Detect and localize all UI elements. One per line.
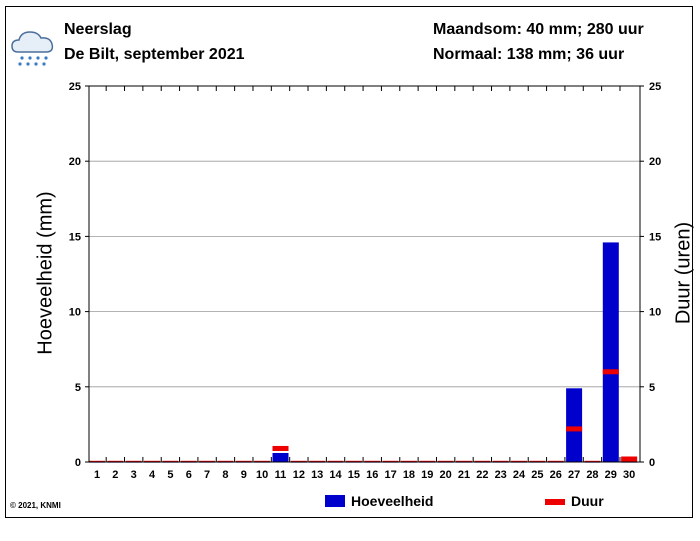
bar (272, 452, 289, 462)
duur-marker (290, 460, 307, 462)
x-tick-label: 1 (94, 469, 100, 481)
x-tick-label: 5 (167, 469, 173, 481)
x-tick-label: 22 (476, 469, 488, 481)
duur-marker (511, 460, 528, 462)
y-tick-label: 0 (75, 457, 81, 469)
x-tick-label: 11 (275, 469, 287, 481)
legend-label-hoeveelheid: Hoeveelheid (351, 493, 433, 509)
duur-marker (492, 460, 509, 462)
duur-marker (400, 460, 417, 462)
normal-text: Normaal: 138 mm; 36 uur (433, 46, 625, 63)
y2-tick-label: 15 (649, 231, 661, 243)
x-tick-label: 20 (440, 469, 452, 481)
y2-tick-label: 0 (649, 457, 655, 469)
x-tick-label: 3 (131, 469, 137, 481)
duur-marker (437, 460, 454, 462)
duur-marker (217, 460, 234, 462)
x-tick-label: 15 (348, 469, 360, 481)
x-tick-label: 14 (329, 469, 342, 481)
y-tick-label: 20 (69, 156, 81, 168)
chart-frame (5, 6, 693, 518)
bar (566, 388, 583, 462)
duur-marker (144, 460, 161, 462)
duur-marker (89, 460, 105, 462)
duur-marker (621, 456, 638, 462)
x-tick-label: 6 (186, 469, 192, 481)
x-tick-label: 18 (403, 469, 415, 481)
x-tick-label: 30 (623, 469, 635, 481)
x-tick-label: 12 (293, 469, 305, 481)
x-tick-label: 9 (241, 469, 247, 481)
month-sum-text: Maandsom: 40 mm; 280 uur (433, 21, 644, 38)
legend-swatch-hoeveelheid (325, 495, 345, 507)
duur-marker (566, 426, 583, 432)
legend-swatch-duur (545, 499, 565, 505)
duur-marker (327, 460, 344, 462)
bar (602, 242, 619, 462)
duur-marker (309, 460, 326, 462)
x-tick-label: 29 (605, 469, 617, 481)
y2-tick-label: 10 (649, 307, 661, 319)
y2-tick-label: 5 (649, 382, 655, 394)
duur-marker (584, 460, 601, 462)
rain-cloud-icon (11, 31, 54, 66)
x-tick-label: 8 (222, 469, 228, 481)
x-tick-label: 28 (586, 469, 598, 481)
x-tick-label: 24 (513, 469, 526, 481)
copyright-text: © 2021, KNMI (10, 501, 61, 510)
x-tick-label: 13 (311, 469, 323, 481)
y-tick-label: 5 (75, 382, 81, 394)
x-tick-label: 23 (495, 469, 507, 481)
x-tick-label: 26 (550, 469, 562, 481)
duur-marker (419, 460, 436, 462)
duur-marker (364, 460, 381, 462)
x-tick-label: 10 (256, 469, 268, 481)
duur-marker (547, 460, 564, 462)
x-tick-label: 25 (531, 469, 543, 481)
x-tick-label: 19 (421, 469, 433, 481)
duur-marker (162, 460, 179, 462)
y2-tick-label: 25 (649, 81, 661, 93)
x-tick-label: 21 (458, 469, 470, 481)
duur-marker (254, 460, 271, 462)
duur-marker (345, 460, 362, 462)
y-tick-label: 25 (69, 81, 81, 93)
legend-label-duur: Duur (571, 493, 604, 509)
duur-marker (180, 460, 197, 462)
x-tick-label: 17 (384, 469, 396, 481)
duur-marker (199, 460, 216, 462)
y2-tick-label: 20 (649, 156, 661, 168)
x-tick-label: 4 (149, 469, 156, 481)
chart-title: Neerslag (64, 21, 132, 38)
x-tick-label: 27 (568, 469, 580, 481)
x-tick-label: 16 (366, 469, 378, 481)
duur-marker (382, 460, 399, 462)
x-tick-label: 7 (204, 469, 210, 481)
duur-marker (272, 445, 289, 451)
duur-marker (107, 460, 124, 462)
duur-marker (602, 369, 619, 375)
duur-marker (474, 460, 491, 462)
chart-subtitle: De Bilt, september 2021 (64, 46, 245, 63)
plot-area-border (88, 85, 641, 463)
duur-marker (125, 460, 142, 462)
y-tick-label: 15 (69, 231, 81, 243)
y-tick-label: 10 (69, 307, 81, 319)
x-tick-label: 2 (112, 469, 118, 481)
duur-marker (235, 460, 252, 462)
duur-marker (456, 460, 472, 462)
duur-marker (529, 460, 546, 462)
